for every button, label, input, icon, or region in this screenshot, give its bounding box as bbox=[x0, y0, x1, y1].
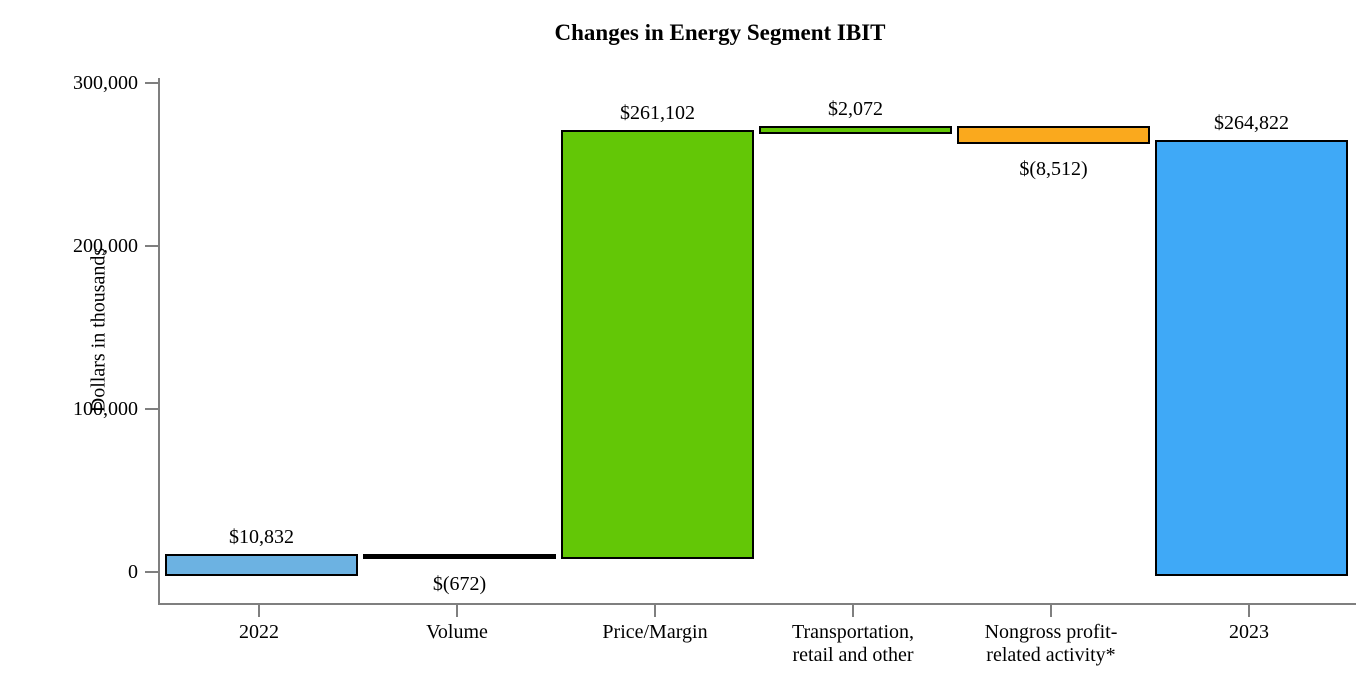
chart-title: Changes in Energy Segment IBIT bbox=[554, 20, 886, 45]
bar-value-label: $2,072 bbox=[828, 98, 883, 121]
x-tick-mark bbox=[852, 603, 854, 617]
x-tick-mark bbox=[258, 603, 260, 617]
y-axis-line bbox=[158, 78, 160, 605]
x-axis-line bbox=[158, 603, 1356, 605]
x-category-label: 2022 bbox=[239, 621, 279, 643]
x-category-label: 2023 bbox=[1229, 621, 1269, 643]
y-tick-mark bbox=[145, 571, 160, 573]
x-category-label: Nongross profit- related activity* bbox=[984, 621, 1118, 666]
bar-value-label: $(8,512) bbox=[1019, 158, 1088, 181]
y-tick-label: 0 bbox=[128, 561, 138, 583]
x-tick-mark bbox=[1248, 603, 1250, 617]
waterfall-bar bbox=[1155, 140, 1348, 576]
bar-value-label: $261,102 bbox=[620, 101, 695, 124]
y-tick-label: 300,000 bbox=[73, 72, 138, 94]
waterfall-bar bbox=[957, 126, 1150, 145]
bar-value-label: $264,822 bbox=[1214, 112, 1289, 135]
x-tick-mark bbox=[456, 603, 458, 617]
waterfall-bar bbox=[759, 126, 952, 134]
waterfall-bar bbox=[363, 554, 556, 560]
x-category-label: Volume bbox=[426, 621, 488, 643]
y-tick-mark bbox=[145, 245, 160, 247]
waterfall-bar bbox=[561, 129, 754, 560]
y-tick-label: 200,000 bbox=[73, 235, 138, 257]
waterfall-bar bbox=[165, 554, 358, 576]
bar-value-label: $10,832 bbox=[229, 526, 294, 549]
x-category-label: Price/Margin bbox=[602, 621, 708, 643]
y-tick-mark bbox=[145, 82, 160, 84]
y-tick-label: 100,000 bbox=[73, 398, 138, 420]
bar-value-label: $(672) bbox=[432, 573, 487, 596]
y-tick-mark bbox=[145, 408, 160, 410]
x-category-label: Transportation, retail and other bbox=[791, 621, 915, 666]
y-axis-title: Dollars in thousands bbox=[87, 247, 110, 413]
x-tick-mark bbox=[654, 603, 656, 617]
x-tick-mark bbox=[1050, 603, 1052, 617]
